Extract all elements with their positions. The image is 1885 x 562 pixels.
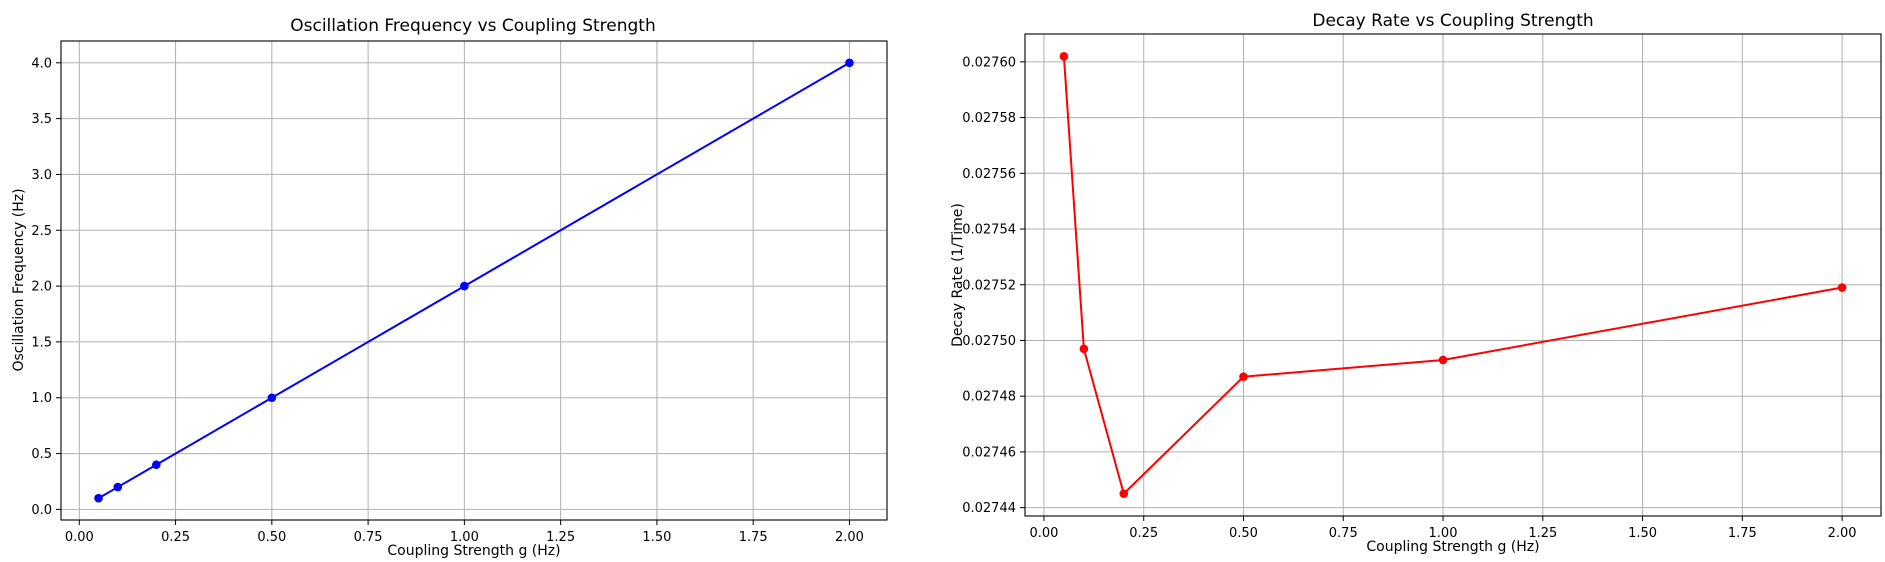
x-tick-label: 1.00 — [450, 530, 479, 545]
y-tick-label: 3.5 — [31, 112, 52, 127]
y-tick-label: 0.02744 — [962, 501, 1016, 516]
x-tick-label: 1.00 — [1429, 526, 1458, 541]
y-axis-label: Decay Rate (1/Time) — [950, 203, 966, 347]
data-marks — [94, 58, 854, 503]
x-tick-label: 1.50 — [1628, 526, 1657, 541]
y-tick-label: 0.02746 — [962, 445, 1016, 460]
data-point — [1119, 489, 1129, 499]
y-tick-label: 0.0 — [31, 503, 52, 518]
x-tick-label: 1.50 — [642, 530, 671, 545]
data-point — [1079, 344, 1089, 354]
y-tick-label: 0.02750 — [962, 334, 1016, 349]
y-tick-label: 0.02758 — [962, 111, 1016, 126]
x-axis-label: Coupling Strength g (Hz) — [387, 543, 560, 559]
x-tick-label: 0.00 — [65, 530, 94, 545]
y-tick-label: 2.0 — [31, 280, 52, 295]
data-point — [113, 482, 123, 492]
data-point — [152, 460, 161, 470]
data-point — [1438, 355, 1448, 365]
chart-title: Decay Rate vs Coupling Strength — [1312, 11, 1593, 31]
oscillation-frequency-chart: Oscillation Frequency vs Coupling Streng… — [11, 16, 888, 559]
y-tick-label: 1.5 — [31, 335, 52, 350]
axis-ticks: 0.00 0.25 0.50 0.75 1.00 1.25 1.50 1.75 2.00 0.02… — [962, 55, 1856, 541]
data-point — [460, 281, 469, 291]
x-tick-label: 0.50 — [257, 530, 286, 545]
data-point — [1059, 51, 1069, 61]
x-tick-label: 1.25 — [546, 530, 575, 545]
series-line — [98, 61, 850, 500]
grid — [1025, 34, 1881, 516]
chart-title: Oscillation Frequency vs Coupling Streng… — [290, 16, 655, 36]
y-tick-label: 0.02756 — [962, 167, 1016, 182]
y-tick-label: 0.02752 — [962, 278, 1016, 293]
y-axis-label: Oscillation Frequency (Hz) — [11, 188, 27, 371]
y-tick-label: 0.5 — [31, 447, 52, 462]
x-tick-label: 0.50 — [1229, 526, 1258, 541]
data-point — [845, 58, 854, 68]
y-tick-label: 0.02760 — [962, 55, 1016, 70]
series-line — [1062, 56, 1843, 496]
y-tick-label: 1.0 — [31, 391, 52, 406]
data-point — [94, 493, 103, 503]
data-point — [1239, 372, 1248, 381]
plot-frame — [1024, 33, 1882, 517]
plot-frame — [60, 40, 888, 521]
x-tick-label: 1.75 — [1728, 526, 1757, 541]
y-tick-label: 0.02748 — [962, 390, 1016, 405]
x-tick-label: 0.75 — [1329, 526, 1358, 541]
x-tick-label: 2.00 — [1828, 526, 1857, 541]
grid — [61, 41, 887, 520]
x-tick-label: 2.00 — [835, 530, 864, 545]
data-point — [267, 393, 277, 403]
x-axis-label: Coupling Strength g (Hz) — [1366, 539, 1539, 555]
decay-rate-chart: Decay Rate vs Coupling Strength 0.00 0.25… — [950, 11, 1882, 555]
x-tick-label: 1.25 — [1528, 526, 1557, 541]
axis-ticks: 0.00 0.25 0.50 0.75 1.00 1.25 1.50 1.75 2.00 0.0 0… — [31, 56, 864, 545]
x-tick-label: 0.25 — [161, 530, 190, 545]
x-tick-label: 0.00 — [1029, 526, 1058, 541]
y-tick-label: 0.02754 — [962, 223, 1016, 238]
data-marks — [1059, 51, 1847, 499]
x-tick-label: 0.75 — [354, 530, 383, 545]
y-tick-label: 3.0 — [31, 168, 52, 183]
x-tick-label: 1.75 — [739, 530, 768, 545]
y-tick-label: 4.0 — [31, 56, 52, 71]
data-point — [1837, 283, 1847, 292]
y-tick-label: 2.5 — [31, 224, 52, 239]
x-tick-label: 0.25 — [1129, 526, 1158, 541]
